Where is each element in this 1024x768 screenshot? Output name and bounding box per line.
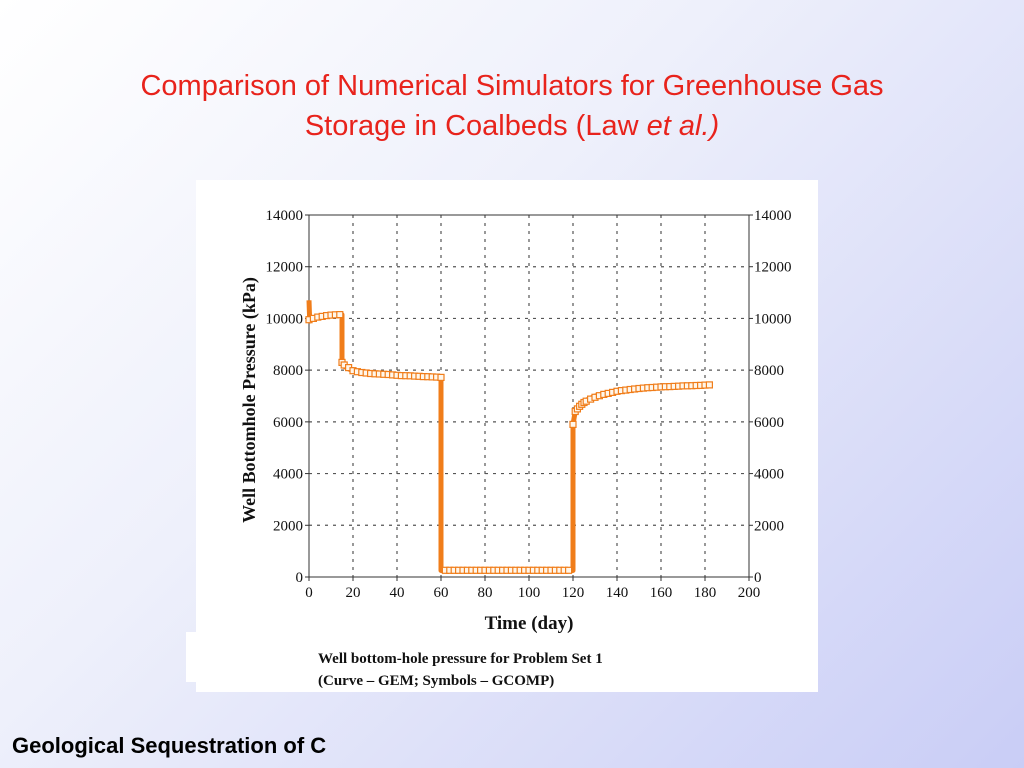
- y-right-tick-label: 14000: [754, 208, 792, 224]
- data-point-gcomp: [336, 311, 344, 319]
- x-axis-title: Time (day): [485, 613, 574, 634]
- caption-line-2: (Curve – GEM; Symbols – GCOMP): [318, 673, 555, 689]
- y-right-tick-label: 4000: [754, 467, 784, 483]
- figure-caption-backing: [186, 632, 198, 682]
- y-tick-label: 6000: [273, 415, 303, 431]
- title-line-2-italic: et al.): [646, 110, 720, 142]
- x-tick-label: 100: [518, 585, 541, 601]
- y-tick-label: 12000: [266, 260, 304, 276]
- x-tick-label: 80: [478, 585, 493, 601]
- x-tick-label: 140: [606, 585, 629, 601]
- y-axis-title: Well Bottomhole Pressure (kPa): [239, 277, 260, 523]
- plot-frame: [308, 214, 750, 578]
- x-tick-label: 120: [562, 585, 585, 601]
- slide-title: Comparison of Numerical Simulators for G…: [60, 66, 964, 146]
- x-tick-label: 40: [390, 585, 405, 601]
- y-tick-label: 0: [296, 570, 304, 586]
- figure-panel: 0 20 40 60 80 100 120 140 160 180 200 0 2000 4000 6000…: [196, 180, 818, 692]
- title-line-2-text: Storage in Coalbeds (Law: [304, 110, 647, 142]
- y-right-tick-label: 2000: [754, 518, 784, 534]
- y-tick-label: 14000: [266, 208, 304, 224]
- data-point-gcomp: [437, 373, 445, 381]
- y-right-tick-label: 10000: [754, 311, 792, 327]
- y-right-tick-label: 12000: [754, 260, 792, 276]
- y-right-tick-label: 8000: [754, 363, 784, 379]
- data-point-gcomp: [705, 381, 713, 389]
- slide-footer: Geological Sequestration of C: [12, 733, 327, 758]
- figure-caption: Well bottom-hole pressure for Problem Se…: [318, 648, 603, 692]
- x-tick-label: 160: [650, 585, 673, 601]
- x-tick-label: 200: [738, 585, 761, 601]
- series-line-gem: [306, 300, 710, 573]
- caption-line-1: Well bottom-hole pressure for Problem Se…: [318, 651, 603, 667]
- x-tick-label: 0: [305, 585, 313, 601]
- y-tick-label: 4000: [273, 467, 303, 483]
- title-line-1: Comparison of Numerical Simulators for G…: [140, 70, 884, 102]
- y-tick-label: 8000: [273, 363, 303, 379]
- y-tick-label: 2000: [273, 518, 303, 534]
- data-point-gcomp: [569, 420, 577, 428]
- x-tick-label: 180: [694, 585, 717, 601]
- y-right-tick-label: 0: [754, 570, 762, 586]
- data-point-gcomp: [565, 566, 573, 574]
- x-tick-label: 60: [434, 585, 449, 601]
- y-tick-label: 10000: [266, 311, 304, 327]
- title-line-2: Storage in Coalbeds (Law et al.): [60, 106, 964, 146]
- pressure-chart: 0 20 40 60 80 100 120 140 160 180 2000200040006000…: [239, 208, 792, 634]
- x-tick-label: 20: [346, 585, 361, 601]
- y-right-tick-label: 6000: [754, 415, 784, 431]
